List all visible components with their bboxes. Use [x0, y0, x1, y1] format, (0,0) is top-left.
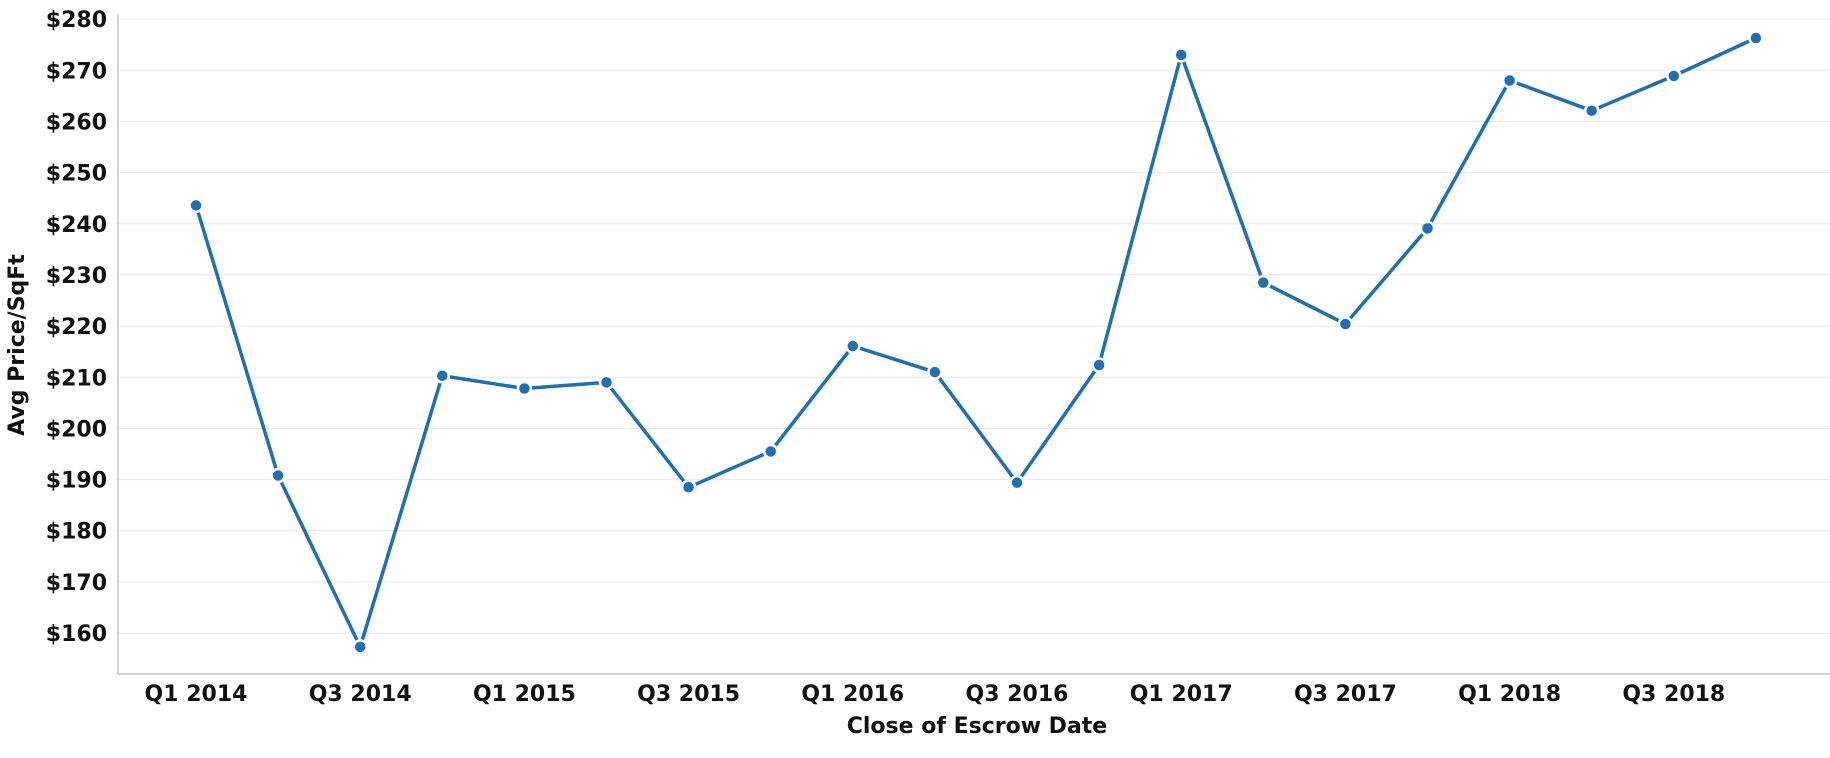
x-tick-label: Q3 2014	[309, 682, 412, 707]
data-point	[598, 374, 615, 391]
y-tick-label: $190	[46, 469, 107, 494]
data-point	[1501, 72, 1518, 89]
y-tick-label: $270	[46, 59, 107, 84]
data-point	[188, 197, 204, 214]
data-point	[270, 467, 286, 484]
y-tick-label: $250	[46, 162, 107, 187]
y-tick-label: $180	[46, 520, 107, 545]
data-point	[434, 367, 451, 384]
series-lines	[194, 36, 1757, 649]
x-tick-label: Q3 2016	[966, 682, 1069, 707]
data-point	[1255, 274, 1272, 291]
y-tick-label: $240	[46, 213, 107, 238]
data-point	[1337, 316, 1354, 332]
data-point	[1666, 68, 1682, 84]
data-points	[188, 30, 1764, 655]
series-line	[194, 36, 1757, 649]
x-tick-label: Q1 2016	[801, 682, 904, 707]
y-tick-label: $280	[46, 8, 107, 33]
x-axis-ticks: Q1 2014 Q3 2014 Q1 2015 Q3 2015 Q1 2016 Q3 20…	[145, 682, 1726, 707]
data-point	[927, 364, 943, 380]
y-axis-title: Avg Price/SqFt	[5, 254, 30, 436]
data-point	[1091, 357, 1107, 373]
data-point	[1748, 30, 1764, 46]
x-tick-label: Q1 2015	[473, 682, 576, 707]
y-tick-label: $230	[46, 264, 107, 289]
gridlines	[118, 18, 1830, 634]
y-axis-ticks: $160 $170 $180 $190 $200 $210 $220 $230 $240 $250…	[46, 8, 107, 647]
y-tick-label: $160	[46, 622, 107, 647]
data-point	[762, 443, 779, 460]
data-point	[516, 380, 533, 397]
x-tick-label: Q1 2018	[1458, 682, 1561, 707]
x-tick-label: Q3 2017	[1294, 682, 1397, 707]
y-tick-label: $200	[46, 417, 107, 442]
x-tick-label: Q1 2014	[145, 682, 248, 707]
y-tick-label: $260	[46, 110, 107, 135]
y-tick-label: $220	[46, 315, 107, 340]
y-tick-label: $170	[46, 571, 107, 596]
data-point	[1009, 474, 1025, 491]
data-point	[1583, 102, 1600, 119]
x-tick-label: Q1 2017	[1130, 682, 1233, 707]
axes	[117, 14, 1830, 675]
data-point	[680, 479, 697, 496]
data-point	[845, 338, 861, 354]
x-tick-label: Q3 2018	[1622, 682, 1725, 707]
y-tick-label: $210	[46, 366, 107, 391]
data-point	[1419, 220, 1436, 237]
data-point	[352, 639, 368, 655]
data-point	[1173, 47, 1189, 63]
x-axis-title: Close of Escrow Date	[847, 714, 1107, 739]
x-tick-label: Q3 2015	[637, 682, 740, 707]
